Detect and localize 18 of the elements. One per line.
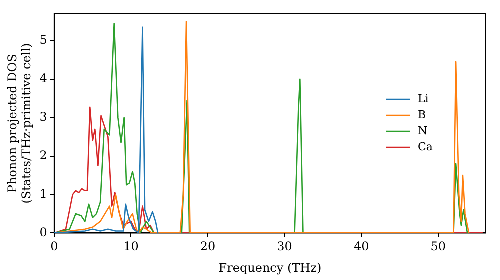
x-tick-label: 20 xyxy=(200,240,216,254)
legend-label: Li xyxy=(418,92,430,106)
x-tick-label: 0 xyxy=(50,240,58,254)
y-tick-label: 5 xyxy=(40,33,48,48)
x-tick-label: 10 xyxy=(124,240,139,254)
x-axis-title: Frequency (THz) xyxy=(218,260,322,275)
legend-label: Ca xyxy=(418,140,434,154)
y-tick-label: 1 xyxy=(40,186,48,201)
y-tick-label: 4 xyxy=(40,72,48,86)
x-tick-label: 30 xyxy=(277,240,292,254)
y-axis-title: Phonon projected DOS (States/THz·primitive cell) xyxy=(5,43,34,204)
y-tick-label: 0 xyxy=(40,225,48,240)
legend-label: B xyxy=(418,108,426,122)
y-tick-label: 3 xyxy=(40,110,48,124)
x-tick-label: 50 xyxy=(430,240,446,254)
y-tick-label: 2 xyxy=(40,148,48,162)
legend-label: N xyxy=(418,124,428,138)
x-tick-label: 40 xyxy=(354,240,370,254)
